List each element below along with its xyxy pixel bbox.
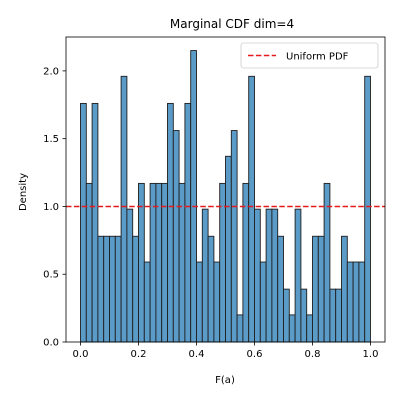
histogram-bar [259,261,267,343]
x-tick-label: 0.0 [73,349,89,360]
histogram-bar [335,288,342,343]
histogram-bar [91,102,99,343]
y-axis-ticks: 0.0 0.5 1.0 1.5 2.0 [43,66,66,349]
histogram-bar [207,235,215,343]
y-tick-label: 0.5 [43,270,59,281]
histogram-bar [248,75,255,343]
x-tick-label: 0.6 [247,349,263,360]
chart-title: Marginal CDF dim=4 [170,17,294,31]
y-tick-label: 2.0 [43,66,59,77]
histogram-bar [283,288,290,343]
histogram-bar [288,314,296,343]
histogram-bar [346,261,354,343]
legend-box [240,42,379,69]
histogram-bar [265,208,273,343]
histogram-bar [97,235,105,343]
y-tick-label: 1.5 [43,134,59,145]
histogram-bar [172,130,180,343]
axes-frame [65,36,386,343]
histogram-bar [143,261,151,343]
histogram-bar [317,235,325,343]
histogram-bar [306,314,313,343]
histogram-bar [300,288,308,343]
histogram-bar [294,208,302,343]
y-axis-label: Density [18,173,29,211]
histogram-bar [230,130,238,343]
histogram-bar [341,235,348,343]
histogram-bar [132,235,139,343]
histogram-bar [201,208,209,343]
y-tick-label: 0.0 [43,338,59,349]
histogram-bar [196,261,203,343]
histogram-bar [364,75,371,343]
legend: Uniform PDF [240,42,379,69]
histogram-bar [236,314,244,343]
x-tick-label: 0.4 [189,349,205,360]
histogram-bar [80,102,87,343]
x-tick-label: 0.2 [131,349,147,360]
histogram-bar [225,155,232,343]
x-tick-label: 1.0 [363,349,379,360]
histogram-bar [213,261,221,343]
histogram-bar [126,208,134,343]
histogram-bar [190,50,197,343]
histogram-bar [120,75,128,343]
histogram-bar [358,261,366,343]
histogram-bar [312,235,319,343]
histogram-bars [80,50,371,343]
x-axis-ticks: 0.0 0.2 0.4 0.6 0.8 1.0 [73,342,379,360]
histogram-bar [114,235,122,343]
histogram-bar [271,208,279,343]
histogram-bar [352,261,360,343]
histogram-bar [329,288,337,343]
y-tick-label: 1.0 [43,202,59,213]
legend-label-uniform-pdf: Uniform PDF [286,52,349,63]
x-axis-label: F(a) [215,375,235,386]
histogram-bar [103,235,110,343]
histogram-bar [184,102,192,343]
histogram-bar [277,235,284,343]
histogram-bar [254,208,261,343]
histogram-bar [167,102,174,343]
x-tick-label: 0.8 [305,349,321,360]
histogram-bar [109,235,116,343]
